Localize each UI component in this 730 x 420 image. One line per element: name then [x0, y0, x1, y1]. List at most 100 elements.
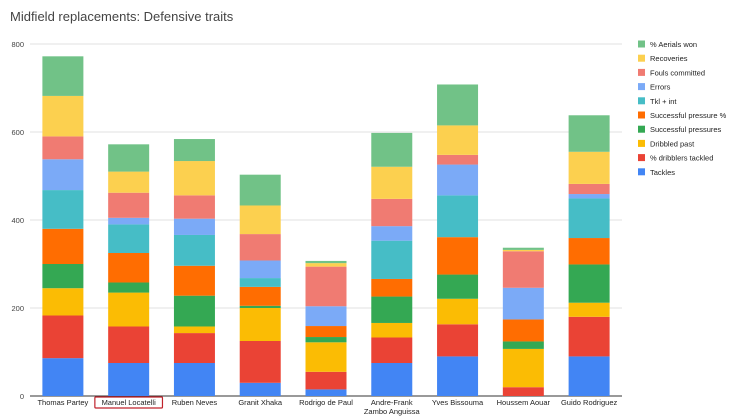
bar-segment: [239, 234, 281, 261]
bar-segment: [173, 295, 215, 327]
bar-segment: [502, 341, 544, 349]
bar-segment: [568, 183, 610, 195]
legend-label: Tkl + int: [650, 97, 677, 106]
legend: % Aerials won Recoveries Fouls committed Er…: [638, 40, 727, 177]
x-tick-label: Granit Xhaka: [238, 398, 283, 407]
bar-segment: [42, 56, 84, 96]
bar-segment: [42, 315, 84, 359]
bar-segment: [305, 260, 347, 264]
legend-swatch: [638, 125, 645, 133]
legend-item: % Aerials won: [638, 40, 697, 49]
bar-segment: [568, 356, 610, 396]
legend-swatch: [638, 68, 645, 76]
bar-segment: [108, 171, 150, 193]
chart-title: Midfield replacements: Defensive traits: [10, 9, 234, 24]
bar-segment: [42, 136, 84, 160]
legend-item: % dribblers tackled: [638, 154, 713, 163]
bar-segment: [568, 151, 610, 184]
bar-segment: [42, 228, 84, 264]
bar-segment: [108, 192, 150, 218]
legend-item: Tkl + int: [638, 97, 677, 106]
bar-segment: [239, 305, 281, 308]
legend-item: Errors: [638, 83, 671, 92]
bar-segment: [239, 260, 281, 279]
bar-segment: [239, 286, 281, 306]
bar-segment: [42, 358, 84, 396]
bar-segment: [173, 195, 215, 219]
legend-swatch: [638, 168, 645, 176]
bar-segment: [108, 282, 150, 293]
bar-segment: [173, 218, 215, 235]
bar-segment: [437, 324, 479, 357]
y-tick-label: 600: [11, 128, 24, 137]
bar-segment: [108, 253, 150, 283]
y-tick-label: 800: [11, 40, 24, 49]
bar-segment: [108, 144, 150, 172]
legend-item: Fouls committed: [638, 68, 705, 77]
x-tick-label: Houssem Aouar: [497, 398, 551, 407]
legend-item: Dribbled past: [638, 139, 695, 148]
bar-segment: [437, 154, 479, 165]
bar-segment: [42, 264, 84, 289]
bar-segment: [371, 296, 413, 323]
bar-segment: [42, 159, 84, 191]
bar-segment: [371, 240, 413, 279]
bar-segment: [305, 263, 347, 267]
bar-segment: [437, 274, 479, 299]
bar-segment: [502, 319, 544, 342]
bar-segment: [371, 337, 413, 363]
legend-label: % dribblers tackled: [650, 154, 713, 163]
y-tick-label: 200: [11, 304, 24, 313]
highlight-box: [94, 396, 164, 409]
bar-segment: [173, 333, 215, 363]
legend-swatch: [638, 97, 645, 105]
y-tick-label: 0: [20, 392, 24, 401]
bar-segment: [173, 326, 215, 334]
bar-segment: [568, 316, 610, 357]
bar-segment: [173, 161, 215, 196]
bar-segment: [239, 174, 281, 206]
x-tick-label: Rodrigo de Paul: [299, 398, 353, 407]
legend-label: Successful pressure %: [650, 111, 727, 120]
y-tick-label: 400: [11, 216, 24, 225]
bar-segment: [437, 195, 479, 238]
bar-segment: [371, 132, 413, 167]
legend-label: Errors: [650, 83, 671, 92]
bar-segment: [173, 234, 215, 266]
bar-segment: [305, 266, 347, 307]
x-axis-labels: Thomas Partey Manuel Locatelli Ruben Neves…: [37, 396, 617, 416]
bar-segment: [108, 224, 150, 253]
bar-segment: [108, 326, 150, 363]
bar-segment: [502, 249, 544, 252]
legend-swatch: [638, 111, 645, 119]
bar-segment: [371, 226, 413, 241]
bar-segment: [568, 302, 610, 317]
x-tick-label: Andre-Frank Zambo Anguissa: [364, 398, 421, 416]
legend-swatch: [638, 139, 645, 147]
x-tick-label: Thomas Partey: [37, 398, 88, 407]
bar-segment: [173, 265, 215, 296]
bar-segment: [502, 247, 544, 250]
bar-segment: [568, 194, 610, 199]
bar-segment: [502, 287, 544, 320]
bar-segment: [502, 387, 544, 396]
bars-layer: [42, 56, 610, 396]
legend-label: Dribbled past: [650, 139, 695, 148]
x-tick-label: Yves Bissouma: [432, 398, 484, 407]
bar-segment: [437, 298, 479, 325]
x-tick-label: Manuel Locatelli: [102, 398, 157, 407]
x-tick-label: Ruben Neves: [172, 398, 218, 407]
legend-swatch: [638, 154, 645, 162]
bar-segment: [502, 251, 544, 288]
bar-segment: [305, 389, 347, 396]
bar-segment: [371, 198, 413, 227]
bar-segment: [239, 278, 281, 287]
bar-segment: [173, 363, 215, 396]
bar-segment: [437, 125, 479, 155]
bar-segment: [371, 278, 413, 297]
bar-segment: [371, 322, 413, 338]
bar-segment: [239, 308, 281, 341]
bar-segment: [568, 115, 610, 152]
bar-segment: [371, 166, 413, 199]
